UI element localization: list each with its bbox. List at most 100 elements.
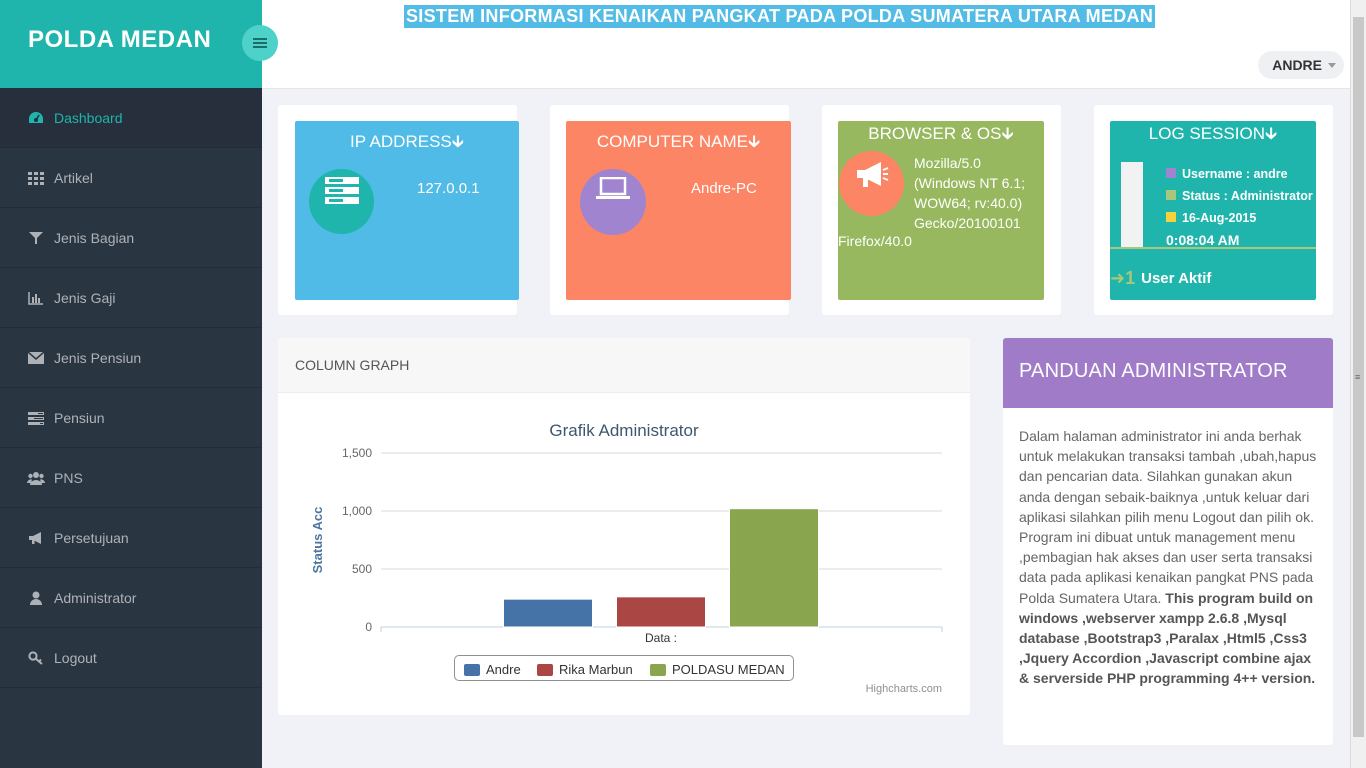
log-session-card: LOG SESSION🡳 Username : andre Status : A… <box>1094 105 1333 315</box>
arrow-down-icon: 🡳 <box>747 132 761 151</box>
server-icon <box>309 169 374 234</box>
sidebar-item-logout[interactable]: Logout <box>0 628 262 688</box>
sidebar-item-persetujuan[interactable]: Persetujuan <box>0 508 262 568</box>
sidebar-toggle-button[interactable] <box>242 25 278 61</box>
chart-credit: Highcharts.com <box>866 683 942 695</box>
log-session-title: LOG SESSION🡳 <box>1110 121 1316 150</box>
legend-item-rika-marbun[interactable]: Rika Marbun <box>537 662 633 677</box>
active-count: 1 <box>1125 268 1136 288</box>
log-session-tile: LOG SESSION🡳 Username : andre Status : A… <box>1110 121 1316 300</box>
computer-name-card: COMPUTER NAME🡳 Andre-PC <box>550 105 791 315</box>
browser-os-title: BROWSER & OS🡳 <box>838 121 1044 150</box>
sidebar-item-label: Logout <box>54 649 97 666</box>
session-status-text: Status : Administrator <box>1182 189 1313 203</box>
grid-icon <box>27 170 45 186</box>
key-icon <box>27 650 45 666</box>
sidebar-item-label: PNS <box>54 469 83 486</box>
tile-title-text: LOG SESSION <box>1148 124 1265 143</box>
y-tick-label: 1,000 <box>342 504 372 518</box>
ip-address-card: IP ADDRESS🡳 127.0.0.1 <box>278 105 519 315</box>
legend-item-andre[interactable]: Andre <box>464 662 521 677</box>
sidebar-item-jenis-pensiun[interactable]: Jenis Pensiun <box>0 328 262 388</box>
computer-name-value: Andre-PC <box>691 180 757 197</box>
tile-title-text: IP ADDRESS <box>350 132 452 151</box>
legend-swatch <box>1166 212 1176 222</box>
ip-address-tile: IP ADDRESS🡳 127.0.0.1 <box>295 121 519 300</box>
user-dropdown[interactable]: ANDRE <box>1258 51 1344 79</box>
session-details: Username : andre Status : Administrator … <box>1166 163 1313 251</box>
sidebar-item-artikel[interactable]: Artikel <box>0 148 262 208</box>
bullhorn-icon <box>27 530 45 546</box>
tile-title-text: COMPUTER NAME <box>596 132 748 151</box>
browser-line: Mozilla/5.0 <box>914 155 981 171</box>
panel-header: COLUMN GRAPH <box>278 338 970 393</box>
legend-swatch <box>1166 190 1176 200</box>
brand-header: POLDA MEDAN <box>0 0 262 88</box>
legend-swatch <box>464 663 480 676</box>
page-scrollbar[interactable]: ≡ <box>1350 0 1366 768</box>
active-users: ➜ 1 User Aktif <box>1110 268 1211 289</box>
sidebar-item-jenis-bagian[interactable]: Jenis Bagian <box>0 208 262 268</box>
x-axis-label: Data : <box>645 631 677 645</box>
legend-item-poldasu-medan[interactable]: POLDASU MEDAN <box>650 662 785 677</box>
bar-chart-icon <box>27 290 45 306</box>
sidebar-nav: Dashboard Artikel Jenis Bagian Jenis Gaj… <box>0 88 262 688</box>
envelope-icon <box>27 350 45 366</box>
browser-os-card: BROWSER & OS🡳 Mozilla/5.0 (Windows NT 6.… <box>822 105 1061 315</box>
column-graph-panel: COLUMN GRAPH Grafik Administrator 0 500 1,0… <box>278 338 970 715</box>
tile-title-text: BROWSER & OS <box>868 124 1002 143</box>
guide-panel: PANDUAN ADMINISTRATOR Dalam halaman admi… <box>1003 338 1333 745</box>
bar-rika-marbun <box>616 596 706 628</box>
ip-address-value: 127.0.0.1 <box>417 180 480 197</box>
session-date-text: 16-Aug-2015 <box>1182 211 1257 225</box>
sidebar: POLDA MEDAN Dashboard Artikel Jenis Bagi… <box>0 0 262 768</box>
legend-label: Andre <box>486 662 521 677</box>
browser-line: Gecko/20100101 <box>914 215 1021 231</box>
guide-paragraph: Dalam halaman administrator ini anda ber… <box>1019 428 1317 606</box>
ip-address-title: IP ADDRESS🡳 <box>295 129 519 158</box>
session-status: Status : Administrator <box>1166 185 1313 207</box>
computer-name-title: COMPUTER NAME🡳 <box>566 129 791 158</box>
guide-bold-text: This program build on windows ,webserver… <box>1019 589 1316 687</box>
bar-andre <box>503 598 593 628</box>
browser-os-value: Mozilla/5.0 (Windows NT 6.1; WOW64; rv:4… <box>914 153 1025 233</box>
y-tick-label: 0 <box>365 620 372 634</box>
top-header: SISTEM INFORMASI KENAIKAN PANGKAT PADA P… <box>262 0 1350 89</box>
browser-line: WOW64; rv:40.0) <box>914 195 1023 211</box>
user-name: ANDRE <box>1272 57 1322 73</box>
sidebar-item-dashboard[interactable]: Dashboard <box>0 88 262 148</box>
arrow-down-icon: 🡳 <box>451 132 464 151</box>
sidebar-item-label: Artikel <box>54 169 93 186</box>
divider <box>1110 247 1316 249</box>
filter-icon <box>27 230 45 246</box>
chart-title: Grafik Administrator <box>549 421 699 440</box>
sidebar-item-administrator[interactable]: Administrator <box>0 568 262 628</box>
bar-poldasu-medan <box>729 508 819 628</box>
menu-icon <box>253 42 267 44</box>
y-axis-label: Status Acc <box>310 507 325 574</box>
sign-in-icon: ➜ <box>1110 268 1126 288</box>
browser-os-line: Firefox/40.0 <box>838 233 912 249</box>
computer-name-tile: COMPUTER NAME🡳 Andre-PC <box>566 121 791 300</box>
page-headline: SISTEM INFORMASI KENAIKAN PANGKAT PADA P… <box>404 5 1156 28</box>
session-date: 16-Aug-2015 <box>1166 207 1313 229</box>
users-icon <box>27 470 45 486</box>
tasks-icon <box>27 410 45 426</box>
caret-down-icon <box>1328 62 1336 68</box>
guide-text: Dalam halaman administrator ini anda ber… <box>1019 426 1319 689</box>
chart-legend: Andre Rika Marbun POLDASU MEDAN <box>454 655 794 681</box>
laptop-icon <box>580 169 646 235</box>
session-time: 0:08:04 AM <box>1166 232 1240 248</box>
brand-title[interactable]: POLDA MEDAN <box>28 26 212 53</box>
user-icon <box>27 590 45 606</box>
scrollbar-thumb[interactable] <box>1353 17 1364 737</box>
arrow-down-icon: 🡳 <box>1264 124 1278 143</box>
sidebar-item-jenis-gaji[interactable]: Jenis Gaji <box>0 268 262 328</box>
sidebar-item-pns[interactable]: PNS <box>0 448 262 508</box>
arrow-down-icon: 🡳 <box>1001 124 1014 143</box>
session-bar <box>1121 162 1143 248</box>
sidebar-item-label: Jenis Gaji <box>54 289 116 306</box>
legend-label: Rika Marbun <box>559 662 633 677</box>
grip-icon: ≡ <box>1355 372 1361 382</box>
sidebar-item-pensiun[interactable]: Pensiun <box>0 388 262 448</box>
